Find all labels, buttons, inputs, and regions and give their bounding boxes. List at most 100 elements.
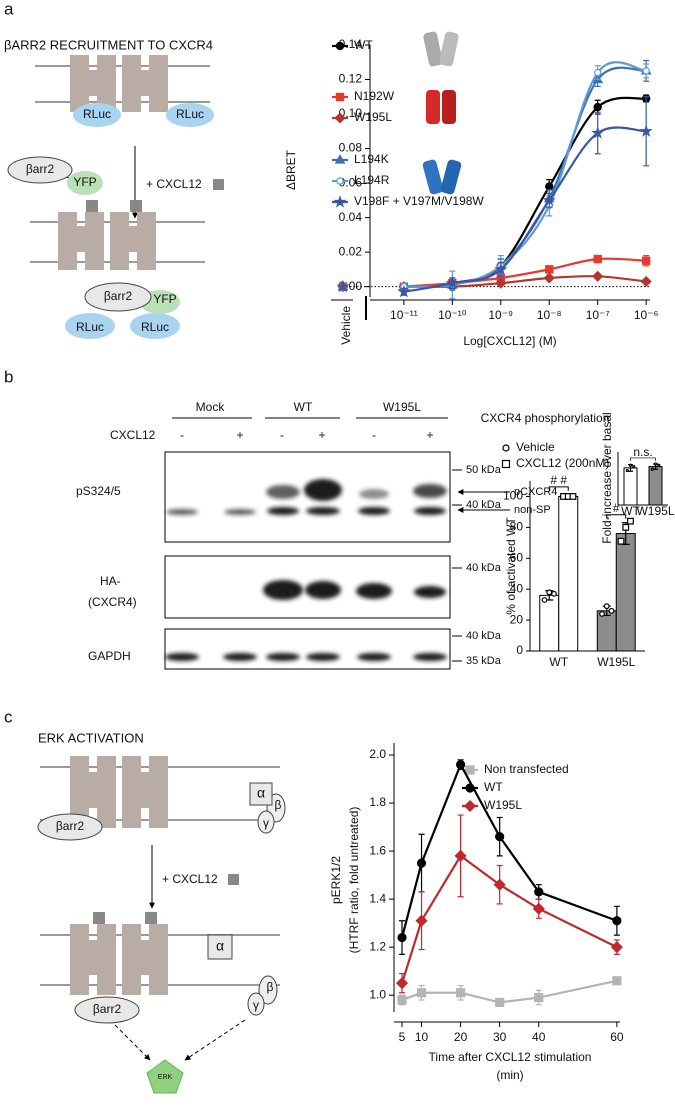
y-tick-label: 0.02 — [339, 244, 363, 258]
bar — [648, 466, 663, 506]
data-point — [542, 193, 556, 206]
legend-marker — [502, 444, 510, 452]
y-tick-label: 0.08 — [339, 141, 363, 155]
legend-label: Vehicle — [516, 440, 555, 454]
annotation: # — [613, 501, 620, 515]
data-point — [397, 995, 407, 1005]
data-point — [545, 265, 554, 274]
label: βarr2 — [56, 819, 85, 833]
vehicle-point — [336, 279, 350, 293]
data-point — [593, 102, 602, 112]
series-line — [401, 979, 618, 1004]
x-axis-title: (min) — [496, 1068, 523, 1082]
replicate-point — [628, 463, 633, 467]
data-point — [495, 997, 505, 1007]
lane-sign: - — [180, 428, 184, 442]
x-tick-label: 10⁻⁶ — [634, 308, 659, 322]
chart-title: CXCR4 phosphorylation — [481, 411, 610, 425]
data-point — [641, 256, 651, 265]
y-tick-label: 0 — [516, 643, 523, 657]
data-point — [639, 124, 653, 137]
data-point — [445, 276, 459, 289]
data-point — [545, 182, 554, 191]
y-axis-title: % of activated WT — [504, 517, 518, 615]
data-point — [534, 887, 544, 897]
legend-marker — [336, 177, 344, 185]
x-axis-title: Time after CXCL12 stimulation — [429, 1050, 592, 1064]
y-tick-label: 40 — [510, 581, 524, 595]
significance-bracket — [548, 486, 569, 491]
y-axis-title: pERK1/2 — [329, 856, 343, 904]
x-tick-label: 10⁻⁷ — [586, 308, 610, 322]
replicate-point — [599, 611, 605, 617]
label: β — [267, 980, 274, 994]
significance-bracket — [630, 457, 656, 461]
label: β — [275, 798, 282, 812]
legend-label: Non transfected — [484, 762, 569, 776]
x-tick-label: 10 — [415, 1030, 429, 1044]
group-label: W195L — [383, 400, 421, 414]
replicate-point — [632, 464, 636, 469]
diagram-c: ERK ACTIVATION α β γ βarr2 + CXCL12 α β … — [37, 730, 286, 1094]
y-tick-label: 1.6 — [369, 843, 386, 857]
band-label: non-SP — [514, 504, 551, 516]
row-label: GAPDH — [88, 649, 131, 663]
data-point — [593, 254, 602, 264]
legend-label: W195L — [354, 110, 392, 124]
y-tick-label: 0.12 — [339, 72, 363, 86]
legend-label: WT — [484, 780, 503, 794]
x-tick-label: W195L — [597, 655, 635, 669]
x-tick-label: 40 — [532, 1030, 546, 1044]
band-label: pCXCR4 — [514, 486, 557, 498]
legend-marker — [501, 459, 511, 469]
label: RLuc — [83, 107, 111, 121]
label: ERK — [158, 1074, 173, 1081]
series-line — [400, 854, 618, 984]
data-point — [534, 992, 544, 1003]
annotation: n.s. — [633, 445, 652, 459]
label: + CXCL12 — [162, 872, 218, 886]
lane-sign: + — [236, 428, 243, 442]
lane-sign: + — [426, 428, 433, 442]
data-point — [397, 932, 407, 943]
data-point — [397, 284, 411, 298]
replicate-point — [657, 463, 661, 467]
x-tick-label: 5 — [399, 1030, 406, 1044]
y-axis-title: ΔBRET — [284, 149, 298, 190]
bar — [615, 533, 636, 652]
x-tick-label: 10⁻⁸ — [537, 308, 562, 322]
bar — [623, 467, 638, 506]
data-point — [495, 277, 507, 289]
label: βarr2 — [26, 162, 55, 176]
replicate-point — [650, 467, 654, 471]
replicate-point — [627, 517, 634, 525]
series-line — [403, 126, 647, 293]
row-label: (CXCR4) — [88, 595, 137, 609]
series-line — [403, 61, 647, 289]
vehicle-label: Vehicle — [339, 306, 353, 345]
legend-label: V198F + V197M/V198W — [354, 194, 484, 208]
x-tick-label: 10⁻¹¹ — [390, 308, 418, 322]
data-point — [495, 832, 505, 842]
x-tick-label: 10⁻¹⁰ — [438, 308, 467, 322]
x-tick-label: WT — [549, 655, 568, 669]
treatment-label: CXCL12 — [110, 428, 156, 442]
mw-marker: 40 kDa — [466, 562, 502, 574]
panel-label: c — [4, 707, 13, 726]
data-point — [494, 262, 508, 275]
panel-label: a — [4, 0, 14, 18]
legend-marker — [335, 41, 345, 51]
data-point — [454, 849, 467, 862]
label: RLuc — [141, 320, 169, 334]
bar — [596, 610, 617, 652]
data-point — [456, 760, 466, 770]
data-point — [594, 68, 602, 77]
replicate-point — [653, 462, 658, 466]
label: α — [216, 938, 224, 954]
label: γ — [263, 816, 269, 830]
y-tick-label: 20 — [510, 612, 524, 626]
y-tick-label: 80 — [510, 520, 524, 534]
y-tick-label: 1.4 — [369, 891, 386, 905]
replicate-point — [546, 589, 553, 596]
data-point — [610, 941, 623, 954]
